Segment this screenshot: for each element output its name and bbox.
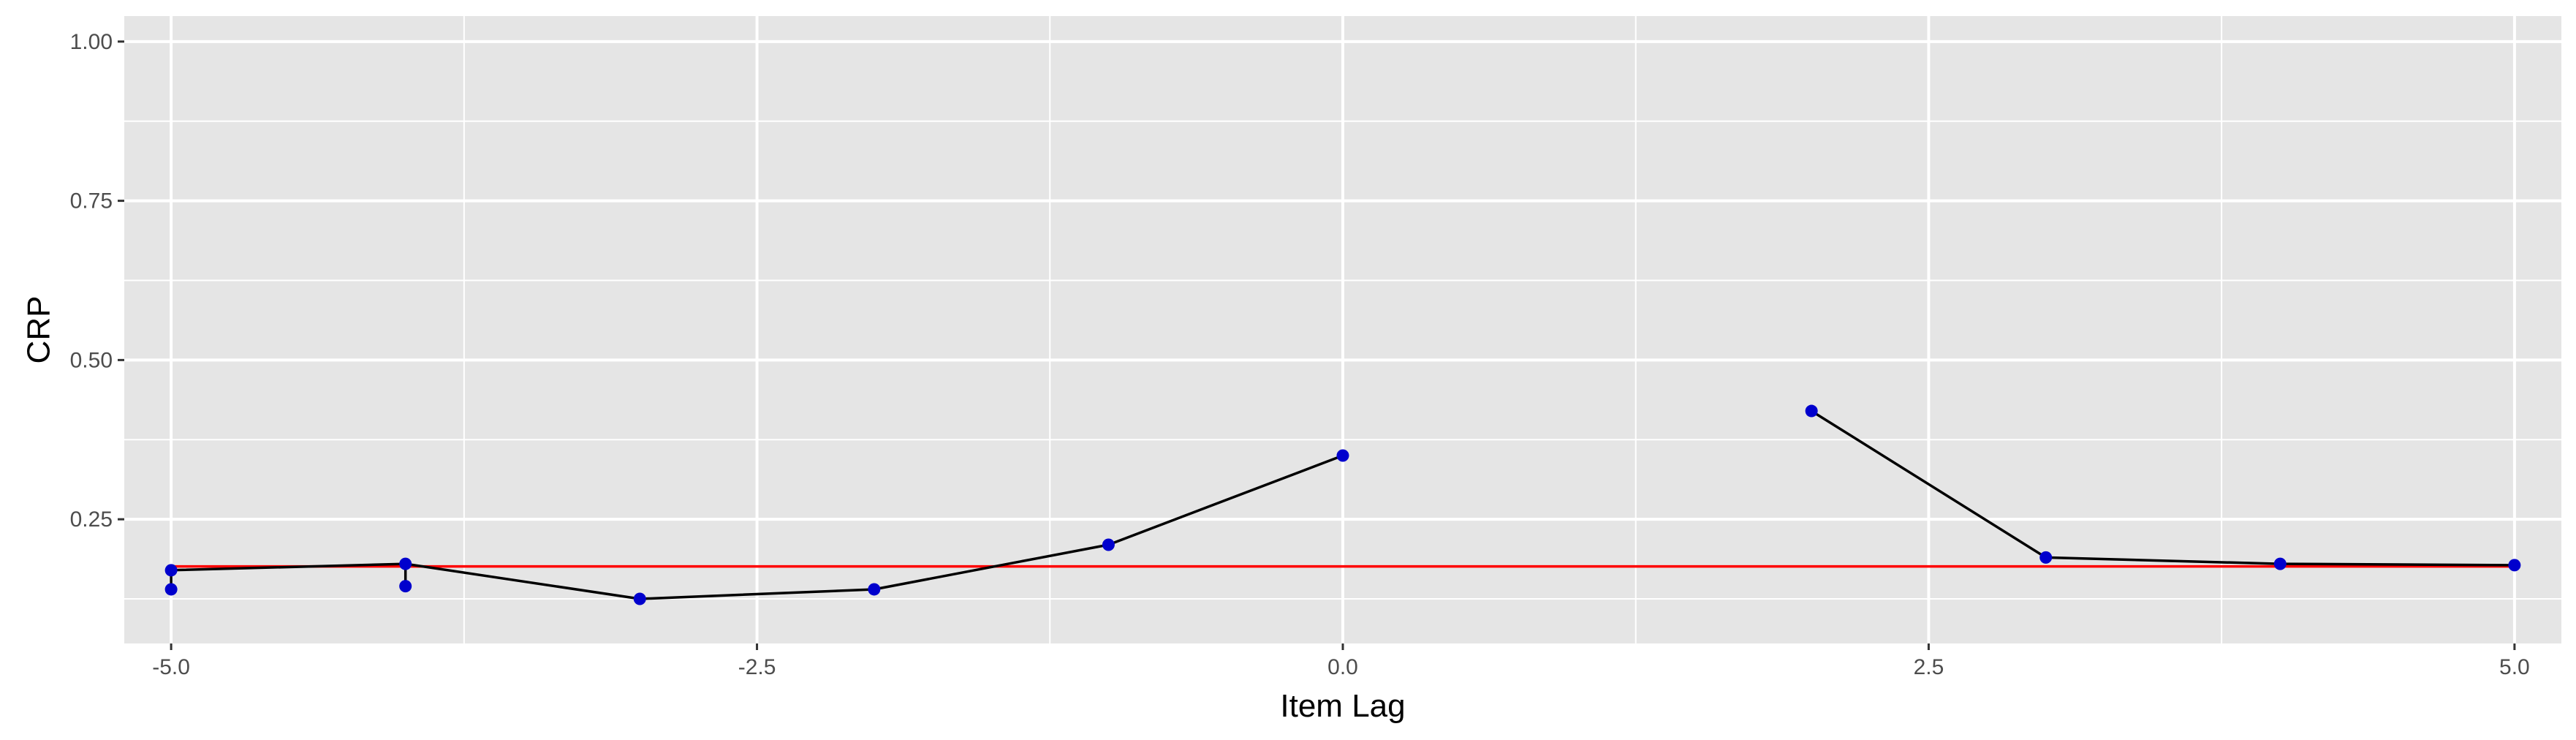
y-tick-label: 0.50: [70, 348, 113, 372]
x-tick-label: 2.5: [1914, 655, 1944, 679]
data-point: [868, 583, 881, 596]
y-tick-label: 0.75: [70, 189, 113, 214]
data-point: [164, 564, 178, 577]
data-point: [2508, 559, 2521, 572]
x-axis-title: Item Lag: [1280, 688, 1405, 724]
data-point: [2039, 551, 2053, 564]
data-point: [1805, 404, 1818, 418]
x-tick-label: 0.0: [1327, 655, 1358, 679]
y-tick-label: 0.25: [70, 507, 113, 532]
series-line-segment: [1811, 409, 2515, 567]
data-point: [1336, 449, 1349, 462]
x-axis-ticks: -5.0 -2.5 0.0 2.5 5.0: [152, 643, 2530, 679]
x-tick-label: -5.0: [152, 655, 190, 679]
x-tick-label: 5.0: [2499, 655, 2530, 679]
major-gridlines: [124, 16, 2561, 643]
y-axis-ticks: 0.25 0.50 0.75 1.00: [70, 30, 124, 532]
y-tick-label: 1.00: [70, 30, 113, 54]
series-points: [164, 404, 2521, 605]
data-point: [164, 583, 178, 596]
data-point: [1102, 538, 1115, 551]
y-axis-title: CRP: [20, 296, 56, 364]
data-point: [399, 557, 412, 570]
data-point: [399, 580, 412, 593]
x-tick-label: -2.5: [738, 655, 776, 679]
data-point: [2273, 557, 2287, 570]
data-point: [633, 592, 646, 605]
series-line-segment: [171, 454, 1344, 600]
